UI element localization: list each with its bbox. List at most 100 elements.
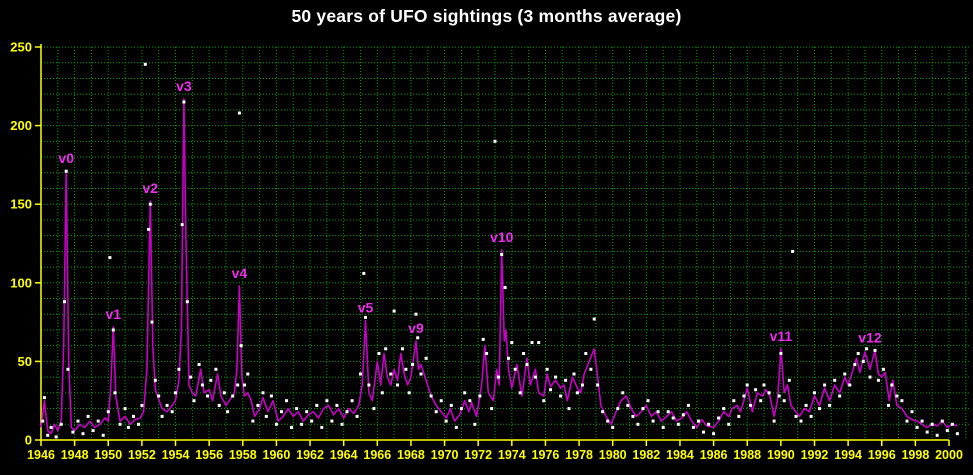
data-dot [589, 367, 593, 371]
data-dot [621, 391, 625, 395]
peak-label-v4: v4 [232, 265, 248, 281]
data-dot [113, 391, 117, 395]
data-dot [367, 383, 371, 387]
y-tick-label: 150 [10, 197, 32, 212]
data-dot [217, 403, 221, 407]
data-dot [596, 383, 600, 387]
x-tick-label: 1958 [229, 448, 257, 462]
x-tick-label: 1966 [363, 448, 391, 462]
data-dot [559, 394, 563, 398]
x-tick-label: 1948 [61, 448, 89, 462]
data-dot [345, 410, 349, 414]
data-dot [925, 430, 929, 434]
data-dot [809, 414, 813, 418]
data-dot [611, 425, 615, 429]
data-dot [335, 403, 339, 407]
data-dot [804, 403, 808, 407]
data-dot [676, 422, 680, 426]
data-dot [237, 111, 241, 115]
data-dot [935, 433, 939, 437]
data-dot [572, 372, 576, 376]
data-dot [510, 341, 514, 344]
peak-label-v11: v11 [770, 328, 793, 344]
data-dot [310, 419, 314, 423]
data-dot [481, 337, 485, 341]
data-dot [848, 383, 852, 387]
data-dot [496, 375, 500, 379]
data-dot [500, 253, 504, 256]
data-dot [300, 422, 304, 426]
data-dot [264, 414, 268, 418]
data-dot [702, 430, 705, 434]
data-dot [503, 286, 507, 289]
data-dot [42, 396, 46, 400]
data-dot [372, 407, 376, 411]
data-dot [542, 399, 546, 403]
data-dot [454, 425, 458, 429]
data-dot [214, 367, 218, 371]
y-tick-label: 250 [10, 40, 32, 55]
x-tick-label: 1994 [834, 448, 862, 462]
data-dot [950, 422, 954, 426]
peak-label-v10: v10 [490, 229, 514, 245]
data-dot [838, 394, 842, 398]
data-dot [853, 363, 857, 366]
data-dot [881, 367, 885, 371]
data-dot [137, 422, 140, 426]
x-tick-label: 1998 [901, 448, 929, 462]
data-dot [782, 399, 786, 403]
data-dot [707, 422, 711, 426]
data-dot [236, 383, 240, 387]
data-dot [865, 347, 869, 351]
data-dot [920, 419, 924, 423]
data-dot [231, 394, 235, 398]
data-dot [96, 419, 100, 423]
data-dot [493, 139, 497, 143]
data-dot [856, 352, 860, 355]
data-dot [206, 394, 209, 398]
data-dot [123, 407, 127, 411]
data-dot [150, 320, 154, 324]
data-dot [86, 414, 90, 418]
data-dot [686, 403, 690, 407]
data-dot [955, 432, 959, 436]
data-dot [592, 317, 596, 321]
data-dot [170, 410, 174, 414]
data-dot [636, 422, 640, 426]
peak-label-v2: v2 [143, 180, 159, 196]
data-dot [787, 378, 791, 382]
data-dot [646, 399, 650, 403]
data-dot [930, 422, 934, 426]
data-dot [473, 422, 477, 426]
data-dot [799, 419, 803, 423]
x-tick-label: 1974 [498, 448, 526, 462]
data-dot [772, 419, 776, 423]
x-tick-label: 1952 [128, 448, 156, 462]
y-tick-label: 50 [18, 354, 32, 369]
data-dot [160, 414, 164, 418]
data-dot [200, 383, 204, 387]
data-dot [226, 410, 230, 414]
peak-label-v5: v5 [358, 300, 374, 316]
data-dot [873, 348, 877, 352]
x-tick-label: 1972 [464, 448, 492, 462]
data-dot [140, 403, 144, 407]
data-dot [876, 378, 880, 382]
data-dot [71, 430, 75, 434]
data-dot [905, 419, 909, 423]
data-dot [681, 413, 685, 417]
data-dot [389, 372, 393, 376]
data-dot [392, 309, 396, 313]
data-dot [359, 372, 362, 376]
data-dot [350, 399, 354, 403]
data-dot [290, 425, 293, 429]
data-dot [749, 403, 753, 407]
data-dot [148, 202, 152, 206]
data-dot [285, 399, 288, 403]
x-tick-label: 1992 [801, 448, 829, 462]
data-dot [177, 367, 181, 371]
data-dot [651, 419, 655, 423]
data-dot [444, 419, 448, 423]
data-dot [106, 410, 110, 414]
x-tick-label: 1954 [162, 448, 190, 462]
